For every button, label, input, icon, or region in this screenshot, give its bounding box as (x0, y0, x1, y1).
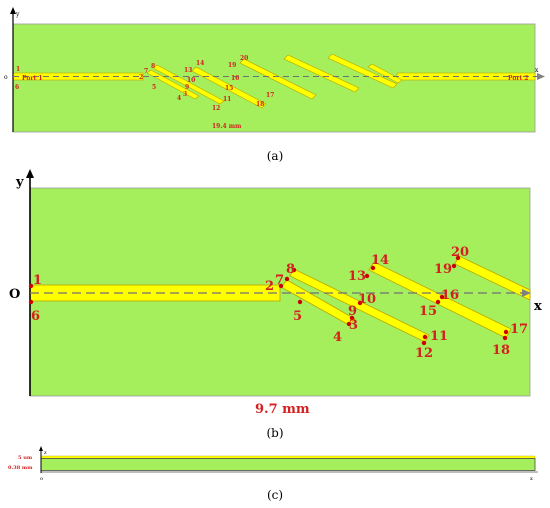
panel-a-axis-x-label: x (535, 67, 539, 74)
panel-b-point-marker (357, 300, 363, 306)
panel-b-point-marker (455, 255, 461, 261)
panel-c-z-arrow (39, 446, 43, 451)
panel-b-dimension-label: 9.7 mm (255, 402, 310, 417)
panel-b-axis-x-label: x (534, 299, 542, 314)
panel-b-origin-label: O (9, 287, 20, 302)
panel-a-origin-label: o (4, 74, 8, 81)
panel-b-y-arrow (26, 169, 34, 178)
panel-a-strip (146, 69, 200, 100)
panel-a-point-label: 1 (16, 66, 20, 73)
panel-a-point-label: 7 (144, 68, 148, 75)
panel-b-point-label: 6 (31, 309, 40, 324)
panel-b: y x O 9.7 mm 1 2 (9, 169, 542, 440)
panel-a-y-arrow (10, 7, 16, 14)
panel-b-point-marker (28, 299, 34, 305)
panel-a-point-label: 3 (183, 91, 187, 98)
panel-a-strip (152, 64, 225, 105)
panel-a-strip (283, 54, 360, 93)
panel-a-dimension-label: 19.4 mm (212, 123, 242, 130)
panel-c-axis-z-label: z (44, 450, 47, 456)
panel-a-caption: (a) (267, 149, 284, 163)
panel-b-point-label: 1 (33, 273, 42, 288)
panel-a-point-label: 19 (228, 62, 236, 69)
panel-a-point-label: 6 (15, 84, 19, 91)
panel-a-strip (367, 63, 403, 84)
panel-a-point-label: 16 (231, 75, 239, 82)
panel-a-point-label: 11 (223, 96, 231, 103)
panel-b-point-label: 18 (492, 343, 510, 358)
panel-b-x-arrow (522, 289, 531, 297)
panel-b-point-label: 10 (358, 292, 376, 307)
panel-b-point-label: 15 (419, 304, 437, 319)
panel-b-point-marker (503, 329, 509, 335)
panel-b-point-marker (451, 263, 457, 269)
panel-a-x-arrow (537, 73, 545, 80)
panel-b-point-marker (364, 273, 370, 279)
panel-b-point-marker (421, 340, 427, 346)
panel-b-point-label: 5 (293, 309, 302, 324)
panel-a-point-label: 14 (196, 60, 204, 67)
panel-b-point-marker (439, 294, 445, 300)
panel-b-point-marker (28, 283, 34, 289)
panel-a-point-label: 15 (225, 85, 233, 92)
panel-a-point-label: 13 (184, 67, 192, 74)
panel-b-point-label: 7 (275, 273, 284, 288)
panel-b-point-label: 8 (286, 262, 295, 277)
panel-a-point-label: 9 (185, 84, 189, 91)
panel-b-point-marker (284, 276, 290, 282)
panel-a-point-label: 17 (266, 92, 274, 99)
panel-a-port2-label: Port 2 (508, 75, 529, 82)
panel-b-point-marker (278, 283, 284, 289)
panel-b-point-label: 14 (371, 253, 389, 268)
panel-b-point-marker (435, 299, 441, 305)
panel-a-axis-y-label: y (15, 11, 20, 18)
panel-b-point-label: 17 (510, 322, 528, 337)
panel-b-point-label: 4 (333, 330, 342, 345)
panel-b-point-label: 2 (265, 279, 274, 294)
panel-b-point-marker (502, 335, 508, 341)
panel-b-caption: (b) (266, 426, 283, 440)
panel-b-point-label: 3 (349, 318, 358, 333)
panel-a-point-label: 18 (256, 101, 264, 108)
panel-a-point-label: 20 (240, 55, 248, 62)
panel-a: y x o Port 1 Port 2 19.4 mm 1 2 3 4 5 6 … (4, 7, 545, 163)
panel-a-port1-label: Port 1 (22, 75, 43, 82)
panel-a-strip (327, 53, 398, 89)
panel-b-strip (368, 261, 512, 339)
panel-a-point-label: 4 (177, 95, 181, 102)
panel-b-axis-y-label: y (15, 175, 24, 190)
panel-c-caption: (c) (267, 488, 283, 502)
panel-b-point-label: 19 (434, 262, 452, 277)
panel-a-point-label: 2 (139, 74, 143, 81)
panel-b-point-marker (370, 265, 376, 271)
panel-b-point-label: 12 (415, 346, 433, 361)
panel-c-substrate-thickness: 0.38 mm (8, 465, 33, 471)
panel-b-point-label: 11 (430, 329, 448, 344)
panel-b-point-marker (346, 321, 352, 327)
panel-b-point-marker (297, 299, 303, 305)
panel-b-point-marker (291, 267, 297, 273)
panel-b-strip (280, 279, 356, 326)
panel-a-point-label: 10 (187, 77, 195, 84)
panel-a-point-label: 12 (212, 105, 220, 112)
panel-b-point-label: 20 (451, 245, 469, 260)
panel-b-point-label: 9 (348, 304, 357, 319)
panel-b-point-label: 16 (441, 288, 459, 303)
panel-c-metal-thickness: 5 um (18, 455, 33, 461)
panel-a-point-label: 8 (151, 63, 155, 70)
panel-b-point-marker (422, 334, 428, 340)
panel-c: z x o 5 um 0.38 mm (c) (8, 446, 538, 502)
panel-a-strip (239, 58, 317, 100)
panel-b-point-label: 13 (348, 269, 366, 284)
panel-a-strip (191, 66, 267, 109)
panel-c-axis-x-label: x (530, 476, 533, 482)
panel-a-point-label: 5 (152, 84, 156, 91)
panel-c-substrate-layer (40, 458, 536, 471)
panel-b-point-marker (349, 315, 355, 321)
panel-c-origin-label: o (40, 476, 43, 482)
